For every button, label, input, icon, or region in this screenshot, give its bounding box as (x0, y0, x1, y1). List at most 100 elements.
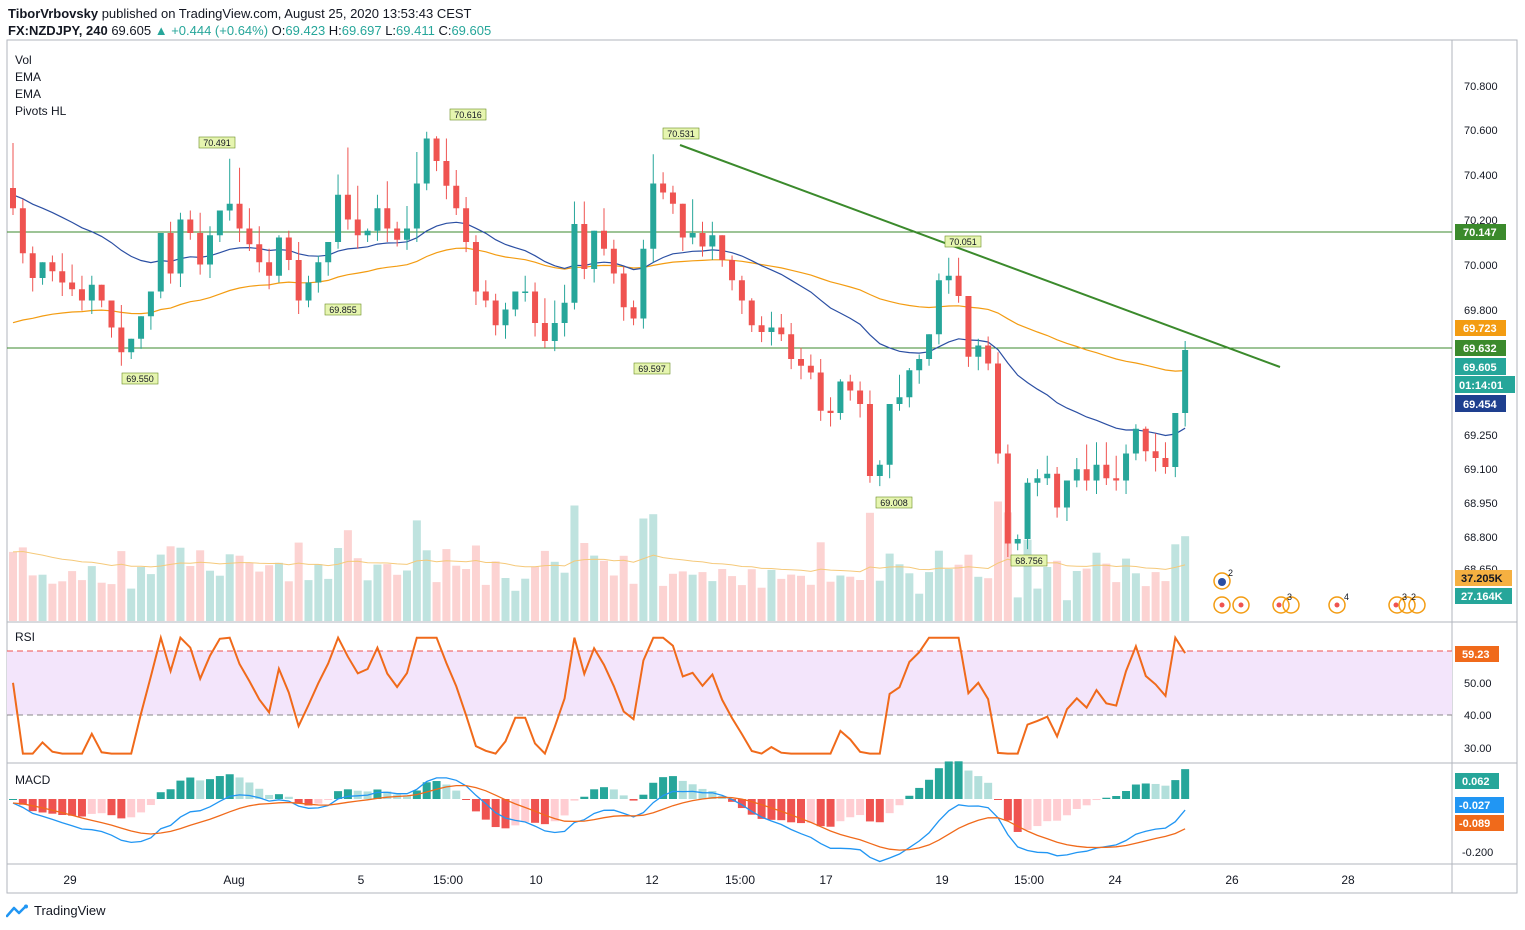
candle[interactable] (699, 221, 706, 257)
candle[interactable] (965, 296, 972, 367)
macd-line[interactable] (12, 777, 1186, 863)
candle[interactable] (10, 143, 16, 215)
ema-slow-line[interactable] (12, 247, 1186, 372)
candle[interactable] (226, 158, 233, 221)
candle[interactable] (1024, 478, 1031, 550)
candle[interactable] (945, 257, 952, 294)
candle[interactable] (1172, 413, 1179, 478)
candle[interactable] (758, 316, 765, 343)
candle[interactable] (857, 381, 864, 418)
candle[interactable] (1103, 442, 1110, 485)
candle[interactable] (59, 253, 66, 296)
candle[interactable] (561, 284, 568, 337)
candle[interactable] (108, 300, 115, 338)
candle[interactable] (512, 291, 519, 317)
candle[interactable] (906, 368, 913, 408)
candle[interactable] (738, 275, 745, 314)
candle[interactable] (955, 257, 962, 303)
candle[interactable] (1132, 424, 1139, 461)
candle[interactable] (118, 305, 125, 366)
candle[interactable] (571, 201, 578, 310)
candle[interactable] (344, 147, 351, 230)
rsi-line[interactable] (12, 633, 1186, 756)
candle[interactable] (995, 352, 1001, 464)
candle[interactable] (384, 181, 391, 242)
candle[interactable] (788, 323, 795, 370)
candle[interactable] (1162, 442, 1169, 474)
candle[interactable] (669, 185, 676, 214)
candle[interactable] (650, 154, 657, 263)
candle[interactable] (236, 167, 243, 242)
macd-title[interactable]: MACD (15, 773, 51, 787)
candle[interactable] (39, 262, 46, 285)
candle[interactable] (1113, 455, 1120, 491)
candle[interactable] (1152, 433, 1159, 472)
candle[interactable] (886, 404, 893, 479)
candle[interactable] (167, 221, 174, 284)
candle[interactable] (1044, 455, 1051, 485)
candle[interactable] (729, 255, 736, 291)
candle[interactable] (601, 208, 607, 256)
candle[interactable] (837, 379, 844, 420)
candle[interactable] (896, 374, 903, 411)
candle[interactable] (275, 235, 282, 283)
candle[interactable] (1093, 442, 1100, 494)
candle[interactable] (1123, 444, 1130, 495)
candle[interactable] (522, 275, 529, 302)
candle[interactable] (413, 152, 420, 242)
author-name[interactable]: TiborVrbovsky (8, 6, 99, 21)
candle[interactable] (394, 221, 401, 247)
candle[interactable] (748, 298, 755, 332)
candle[interactable] (404, 206, 410, 250)
time-axis[interactable]: 29 Aug 5 15:00 10 12 15:00 17 19 15:00 2… (63, 873, 1355, 887)
candle[interactable] (709, 221, 716, 260)
macd-signal-line[interactable] (12, 784, 1186, 851)
candle[interactable] (1034, 469, 1041, 497)
candle[interactable] (532, 282, 539, 337)
candle[interactable] (492, 293, 499, 336)
candle[interactable] (1083, 444, 1090, 491)
candle[interactable] (541, 298, 548, 348)
candle[interactable] (847, 374, 854, 401)
candle[interactable] (78, 275, 85, 311)
candle[interactable] (768, 311, 775, 346)
candle[interactable] (975, 338, 982, 371)
candle[interactable] (1063, 480, 1070, 522)
candle[interactable] (29, 246, 36, 292)
candle[interactable] (620, 266, 627, 321)
candle[interactable] (207, 226, 213, 278)
candle[interactable] (423, 131, 430, 191)
candle[interactable] (1054, 467, 1061, 518)
candle[interactable] (354, 185, 361, 249)
candle[interactable] (866, 390, 873, 483)
legend-pivots[interactable]: Pivots HL (15, 104, 67, 118)
candle[interactable] (985, 336, 992, 371)
legend-ema-1[interactable]: EMA (15, 70, 41, 84)
chart-canvas[interactable]: Vol EMA EMA Pivots HL 70.800 70.600 70.4… (0, 0, 1525, 900)
candle[interactable] (640, 239, 647, 329)
candle[interactable] (591, 230, 598, 283)
candle[interactable] (216, 210, 223, 243)
candle[interactable] (69, 264, 76, 297)
candle[interactable] (916, 354, 923, 384)
candle[interactable] (285, 230, 292, 271)
candle[interactable] (1182, 341, 1189, 427)
candle[interactable] (138, 316, 145, 349)
footer-brand[interactable]: TradingView (6, 903, 106, 918)
candle[interactable] (1014, 534, 1021, 551)
candle[interactable] (364, 228, 371, 243)
candle[interactable] (246, 208, 253, 251)
candle[interactable] (935, 273, 942, 345)
candle[interactable] (433, 136, 440, 172)
candle[interactable] (472, 235, 479, 305)
candle[interactable] (157, 233, 164, 299)
candle[interactable] (98, 284, 105, 308)
candle[interactable] (551, 300, 558, 352)
candle[interactable] (187, 210, 194, 240)
candle[interactable] (295, 242, 302, 314)
candle[interactable] (660, 172, 667, 200)
candle[interactable] (689, 199, 696, 245)
candle[interactable] (19, 199, 26, 264)
candle[interactable] (1004, 444, 1011, 558)
